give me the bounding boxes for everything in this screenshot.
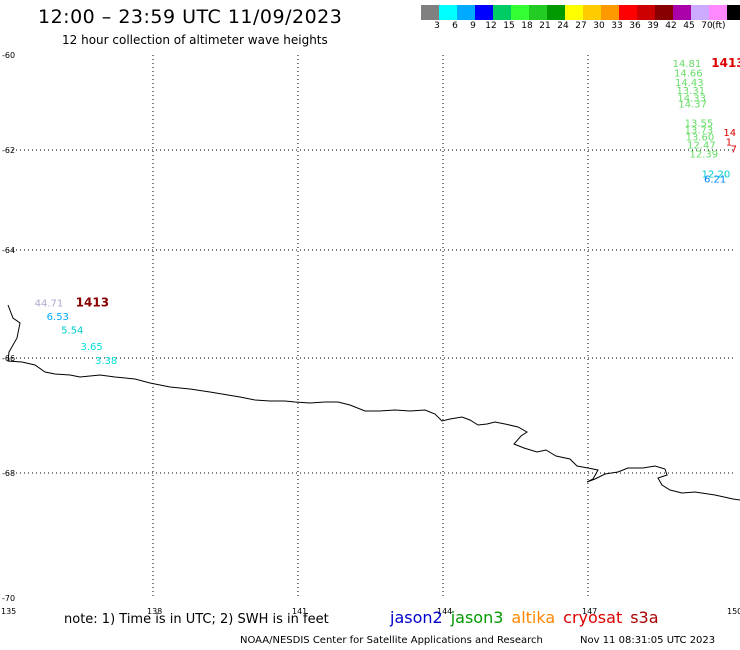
coastline [7, 304, 740, 501]
mission-jason2: jason2 [390, 608, 443, 627]
lon-tick-label: 150 [727, 607, 740, 616]
colorbar-legend: 3 6 9 12 15 18 21 24 27 30 33 36 39 42 45 70 (ft) [421, 5, 740, 32]
colorbar-swatch [619, 5, 637, 20]
wave-height-label: 3.65 [81, 342, 103, 353]
colorbar-swatch [511, 5, 529, 20]
colorbar-label: 21 [539, 21, 551, 31]
colorbar-label: 42 [665, 21, 677, 31]
wave-height-label: 1413 [711, 56, 740, 70]
wave-height-label: 14.66 [674, 68, 703, 79]
colorbar-swatch [583, 5, 601, 20]
colorbar-swatch [691, 5, 709, 20]
wave-height-label: 14.81 [673, 59, 702, 70]
colorbar-labels: 3 6 9 12 15 18 21 24 27 30 33 36 39 42 45 70 (ft) [428, 20, 740, 32]
colorbar-swatches [421, 5, 740, 20]
colorbar-swatch [475, 5, 493, 20]
colorbar-label: 3 [434, 21, 440, 31]
lat-tick-label: -66 [2, 354, 15, 363]
wave-height-label: 14.43 [675, 78, 704, 89]
colorbar-label: 33 [611, 21, 623, 31]
colorbar-label: 9 [470, 21, 476, 31]
mission-legend: jason2 jason3 altika cryosat s3a [390, 608, 667, 627]
wave-height-label: 14.37 [678, 99, 707, 110]
wave-height-label: 6.21 [704, 175, 726, 186]
wave-height-label: 13.73 [685, 125, 714, 136]
lat-tick-label: -70 [2, 594, 15, 603]
wave-height-label: 13.31 [676, 86, 705, 97]
colorbar-swatch [727, 5, 740, 20]
lon-tick-label: 138 [147, 607, 162, 616]
colorbar-swatch [439, 5, 457, 20]
footer-note: note: 1) Time is in UTC; 2) SWH is in fe… [64, 612, 329, 627]
colorbar-swatch [493, 5, 511, 20]
lon-tick-label: 147 [582, 607, 597, 616]
colorbar-swatch [655, 5, 673, 20]
credit-line: NOAA/NESDIS Center for Satellite Applica… [240, 635, 543, 646]
lon-tick-label: 141 [292, 607, 307, 616]
colorbar-swatch [529, 5, 547, 20]
map-subtitle: 12 hour collection of altimeter wave hei… [62, 33, 328, 47]
wave-height-label: 44.71 [35, 299, 64, 310]
colorbar-label: 36 [629, 21, 641, 31]
colorbar-swatch [601, 5, 619, 20]
colorbar-swatch [637, 5, 655, 20]
colorbar-label: 24 [557, 21, 569, 31]
lat-tick-label: -60 [2, 51, 15, 60]
colorbar-swatch [709, 5, 727, 20]
mission-s3a: s3a [630, 608, 659, 627]
wave-height-label: 1 [726, 137, 732, 148]
colorbar-swatch [457, 5, 475, 20]
wave-height-label: 1413 [76, 296, 109, 310]
colorbar-label: 70 [701, 21, 713, 31]
wave-height-label: 3.38 [95, 356, 117, 367]
wave-height-label: 12.20 [702, 170, 731, 181]
map-title: 12:00 – 23:59 UTC 11/09/2023 [38, 6, 343, 28]
colorbar-label: 6 [452, 21, 458, 31]
generation-timestamp: Nov 11 08:31:05 UTC 2023 [580, 635, 716, 646]
wave-height-label: 13.55 [685, 118, 714, 129]
wave-height-observations: 44.7114136.535.543.653.3814.81141314.661… [35, 56, 740, 367]
colorbar-label: 27 [575, 21, 587, 31]
wave-height-label: 7 [731, 145, 737, 156]
colorbar-swatch [673, 5, 691, 20]
wave-height-label: 6.53 [47, 312, 69, 323]
colorbar-label: 15 [503, 21, 515, 31]
mission-jason3: jason3 [450, 608, 504, 627]
wave-height-label: 14.33 [677, 94, 706, 105]
wave-height-label: 14 [723, 128, 736, 139]
lon-tick-label: 135 [1, 607, 16, 616]
lat-tick-label: -68 [2, 469, 15, 478]
lon-tick-label: 144 [437, 607, 452, 616]
colorbar-swatch [565, 5, 583, 20]
colorbar-label: 30 [593, 21, 605, 31]
wave-height-label: 12.39 [690, 150, 719, 161]
wave-height-label: 5.54 [61, 326, 83, 337]
mission-altika: altika [511, 608, 556, 627]
colorbar-label: 39 [647, 21, 659, 31]
colorbar-swatch [421, 5, 439, 20]
graticule [8, 55, 733, 598]
mission-cryosat: cryosat [563, 608, 623, 627]
colorbar-label: 45 [683, 21, 695, 31]
colorbar-units: (ft) [712, 21, 726, 31]
colorbar-swatch [547, 5, 565, 20]
wave-height-label: 12.47 [687, 141, 716, 152]
wave-height-label: 13.60 [686, 133, 715, 144]
colorbar-label: 12 [485, 21, 497, 31]
lat-tick-label: -62 [2, 146, 15, 155]
colorbar-label: 18 [521, 21, 533, 31]
lat-tick-label: -64 [2, 246, 15, 255]
